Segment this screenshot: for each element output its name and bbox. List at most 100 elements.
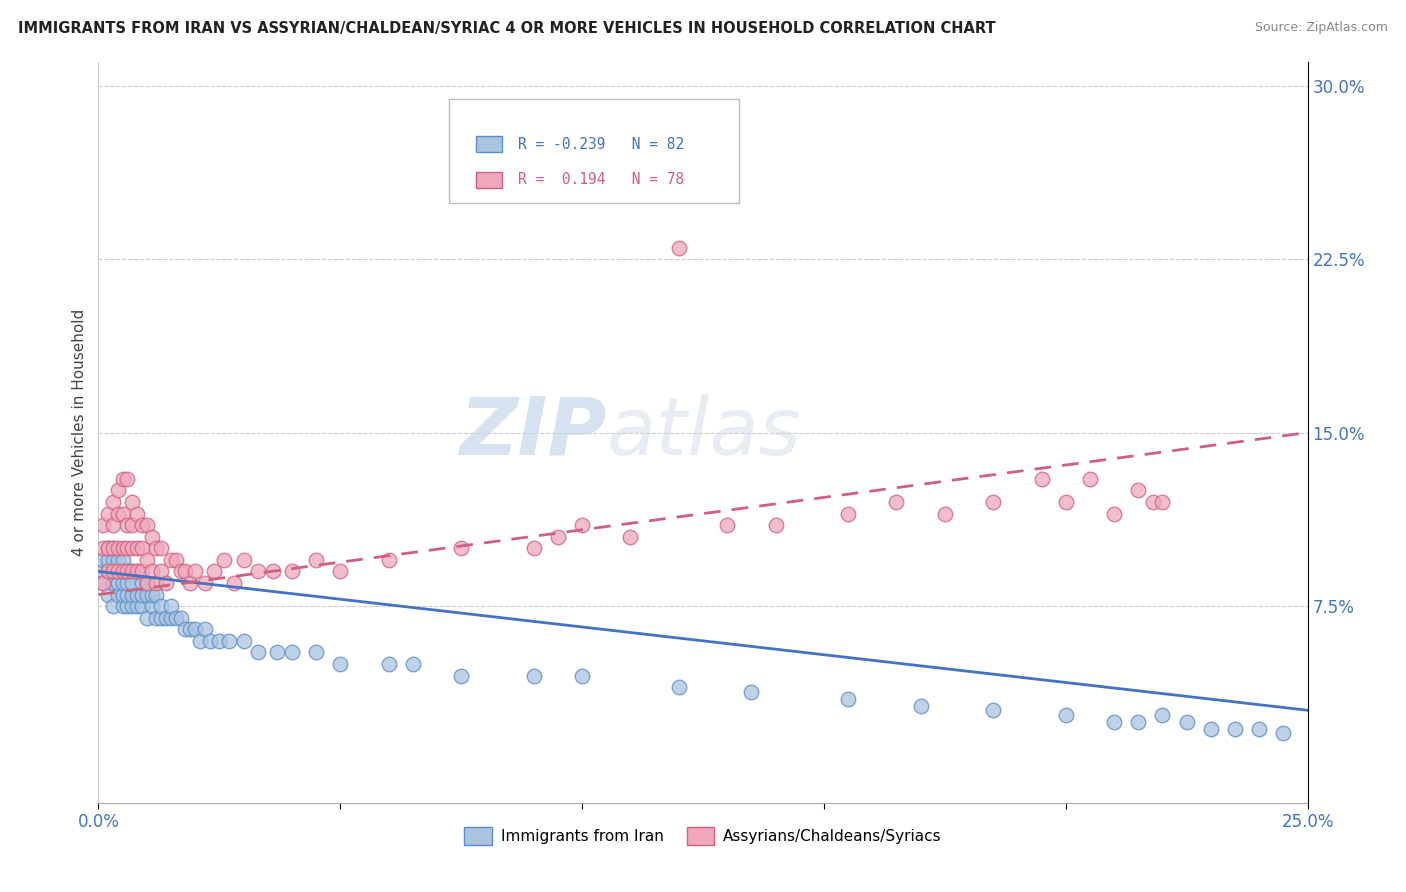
Point <box>111 599 134 614</box>
Point <box>107 565 129 579</box>
Text: R = -0.239   N = 82: R = -0.239 N = 82 <box>517 136 685 152</box>
Point <box>141 530 163 544</box>
Point <box>1249 722 1271 736</box>
Point <box>97 588 120 602</box>
Point <box>329 657 352 671</box>
Point <box>135 588 157 602</box>
Point <box>101 576 124 591</box>
Point <box>107 507 129 521</box>
Point <box>101 565 124 579</box>
Point <box>222 576 245 591</box>
Text: IMMIGRANTS FROM IRAN VS ASSYRIAN/CHALDEAN/SYRIAC 4 OR MORE VEHICLES IN HOUSEHOLD: IMMIGRANTS FROM IRAN VS ASSYRIAN/CHALDEA… <box>18 21 995 36</box>
Point <box>232 633 254 648</box>
Point <box>188 633 211 648</box>
Point <box>107 588 129 602</box>
Point <box>131 599 153 614</box>
Point <box>1128 714 1150 729</box>
Point <box>107 576 129 591</box>
Point <box>111 588 134 602</box>
Point <box>121 599 143 614</box>
Point <box>765 518 787 533</box>
Point <box>101 599 124 614</box>
Point <box>121 576 143 591</box>
Point <box>262 565 284 579</box>
Point <box>131 576 153 591</box>
Point <box>668 240 690 255</box>
Point <box>716 518 738 533</box>
Point <box>121 518 143 533</box>
Point <box>1031 472 1053 486</box>
Point <box>232 553 254 567</box>
Point <box>91 518 114 533</box>
Point <box>165 553 187 567</box>
Point <box>117 588 139 602</box>
Point <box>212 553 235 567</box>
Point <box>121 588 143 602</box>
Legend: Immigrants from Iran, Assyrians/Chaldeans/Syriacs: Immigrants from Iran, Assyrians/Chaldean… <box>458 821 948 851</box>
Point <box>107 483 129 498</box>
Point <box>1199 722 1222 736</box>
Point <box>1102 714 1125 729</box>
Point <box>97 565 120 579</box>
Point <box>111 541 134 556</box>
Point <box>1102 507 1125 521</box>
Point <box>107 553 129 567</box>
Point <box>837 691 859 706</box>
Point <box>131 518 153 533</box>
Point <box>101 495 124 509</box>
Point <box>97 541 120 556</box>
Point <box>174 622 197 636</box>
Point <box>141 565 163 579</box>
FancyBboxPatch shape <box>475 171 502 188</box>
Point <box>150 565 173 579</box>
Point <box>150 599 173 614</box>
Point <box>127 565 149 579</box>
Point <box>111 565 134 579</box>
Point <box>131 565 153 579</box>
Point <box>107 541 129 556</box>
Point <box>91 576 114 591</box>
Point <box>117 599 139 614</box>
Point <box>117 541 139 556</box>
Point <box>141 599 163 614</box>
Point <box>135 553 157 567</box>
Point <box>117 576 139 591</box>
Point <box>169 565 191 579</box>
Point <box>141 588 163 602</box>
Point <box>111 576 134 591</box>
Point <box>1223 722 1246 736</box>
Point <box>97 553 120 567</box>
Point <box>1152 707 1174 722</box>
Point <box>305 645 328 659</box>
Point <box>131 588 153 602</box>
Point <box>174 565 197 579</box>
Point <box>179 576 201 591</box>
Point <box>910 698 932 713</box>
Point <box>837 507 859 521</box>
Point <box>135 518 157 533</box>
Point <box>402 657 425 671</box>
Point <box>218 633 240 648</box>
Point <box>97 507 120 521</box>
Point <box>127 565 149 579</box>
Point <box>281 645 304 659</box>
Point <box>155 576 177 591</box>
Point <box>97 541 120 556</box>
Point <box>117 565 139 579</box>
Point <box>101 565 124 579</box>
Point <box>111 472 134 486</box>
Point <box>121 541 143 556</box>
Point <box>450 668 472 682</box>
Point <box>117 472 139 486</box>
Point <box>97 565 120 579</box>
Point <box>160 553 183 567</box>
Point <box>135 576 157 591</box>
Point <box>740 685 762 699</box>
Point <box>135 576 157 591</box>
Point <box>886 495 908 509</box>
Point <box>1272 726 1295 740</box>
Point <box>91 576 114 591</box>
Point <box>194 576 217 591</box>
Point <box>934 507 956 521</box>
Point <box>121 495 143 509</box>
